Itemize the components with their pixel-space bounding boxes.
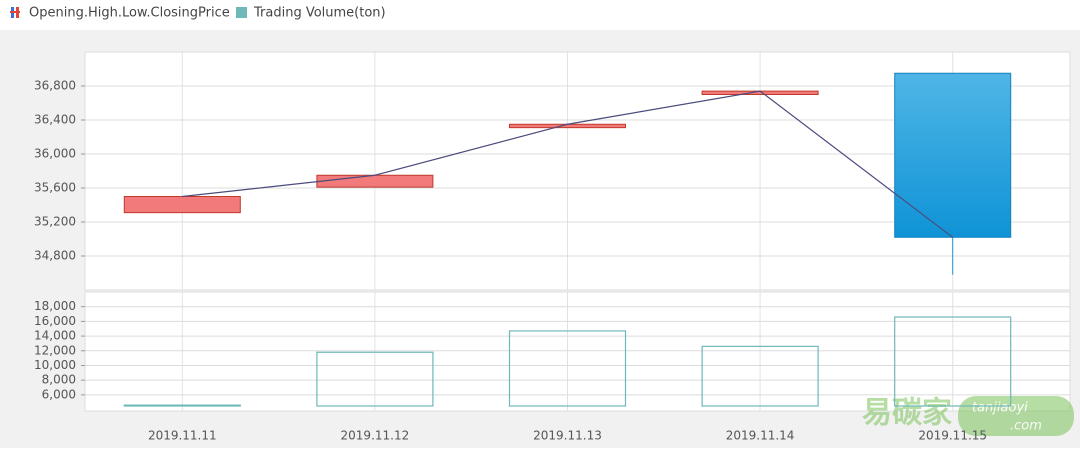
y-tick-label: 6,000 — [42, 387, 76, 401]
watermark-text: .com — [1010, 419, 1042, 434]
y-tick-label: 18,000 — [34, 299, 76, 313]
y-tick-label: 36,800 — [34, 79, 76, 93]
y-tick-label: 34,800 — [34, 249, 76, 263]
legend-text: Trading Volume(ton) — [253, 6, 386, 21]
bar — [508, 330, 627, 407]
legend-item[interactable]: Trading Volume(ton) — [236, 6, 386, 21]
y-tick-label: 36,000 — [34, 147, 76, 161]
x-tick-label: 2019.11.11 — [148, 429, 217, 443]
legend-swatch — [236, 7, 247, 18]
y-tick-label: 10,000 — [34, 358, 76, 372]
legend-swatch — [10, 11, 20, 13]
legend-bar — [0, 0, 1080, 30]
y-tick-label: 35,600 — [34, 181, 76, 195]
y-tick-label: 8,000 — [42, 373, 76, 387]
x-tick-label: 2019.11.13 — [533, 429, 602, 443]
y-tick-label: 35,200 — [34, 215, 76, 229]
bar — [701, 345, 819, 407]
y-tick-label: 14,000 — [34, 329, 76, 343]
legend-text: Opening.High.Low.ClosingPrice — [29, 6, 230, 21]
candle-body — [123, 196, 241, 214]
legend-item[interactable]: Opening.High.Low.ClosingPrice — [10, 6, 230, 21]
y-tick-label: 16,000 — [34, 314, 76, 328]
x-tick-label: 2019.11.15 — [918, 429, 987, 443]
y-tick-label: 12,000 — [34, 343, 76, 357]
x-tick-label: 2019.11.14 — [726, 429, 795, 443]
volume-panel — [84, 291, 1071, 412]
candle-body — [316, 174, 434, 188]
y-tick-label: 36,400 — [34, 113, 76, 127]
bar — [123, 404, 241, 407]
watermark-text: 易碳家 — [862, 396, 952, 431]
watermark-text: tanjiaoyi — [972, 401, 1028, 416]
close-line — [182, 90, 954, 238]
bar — [894, 316, 1012, 407]
watermark: 易碳家 tanjiaoyi .com — [862, 396, 1074, 436]
candle-body — [894, 72, 1012, 238]
bar — [316, 351, 434, 407]
x-tick-label: 2019.11.12 — [341, 429, 410, 443]
